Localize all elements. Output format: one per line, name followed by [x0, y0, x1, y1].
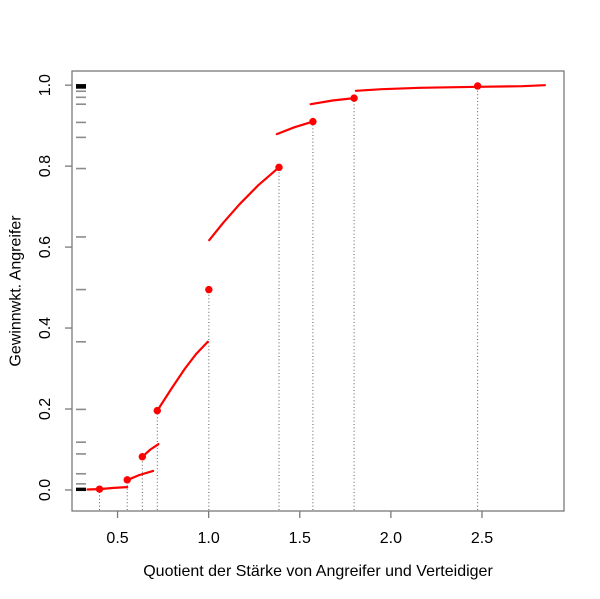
- svg-text:0.4: 0.4: [37, 317, 54, 339]
- data-points: [95, 82, 482, 493]
- svg-text:2.0: 2.0: [380, 530, 402, 547]
- data-point: [473, 82, 482, 90]
- data-point: [350, 94, 358, 102]
- plot-frame: [71, 70, 565, 512]
- data-point: [153, 406, 161, 415]
- data-point: [95, 485, 104, 493]
- data-point: [205, 285, 213, 294]
- point-guides: [99, 88, 479, 510]
- x-axis-title: Quotient der Stärke von Angreifer und Ve…: [143, 563, 493, 580]
- data-point: [123, 476, 131, 484]
- data-point: [275, 163, 283, 172]
- svg-text:0.6: 0.6: [37, 236, 54, 258]
- svg-text:1.0: 1.0: [37, 74, 54, 96]
- curve-segments: [86, 84, 547, 491]
- svg-text:2.5: 2.5: [471, 530, 493, 547]
- svg-text:1.5: 1.5: [289, 530, 311, 547]
- rug-marks: [76, 84, 86, 492]
- y-axis-ticks: 0.0 0.2 0.4 0.6 0.8 1.0: [37, 74, 72, 501]
- svg-text:1.0: 1.0: [198, 530, 220, 547]
- y-axis-title: Gewinnwkt. Angreifer: [6, 71, 28, 511]
- x-axis-ticks: 0.5 1.0 1.5 2.0 2.5: [106, 511, 493, 547]
- svg-text:0.0: 0.0: [37, 479, 54, 501]
- svg-text:0.2: 0.2: [37, 398, 54, 420]
- y-axis-title-text: Gewinnwkt. Angreifer: [8, 215, 25, 367]
- svg-text:0.5: 0.5: [106, 530, 128, 547]
- data-point: [138, 453, 147, 461]
- svg-text:0.8: 0.8: [37, 155, 54, 177]
- data-point: [309, 117, 317, 126]
